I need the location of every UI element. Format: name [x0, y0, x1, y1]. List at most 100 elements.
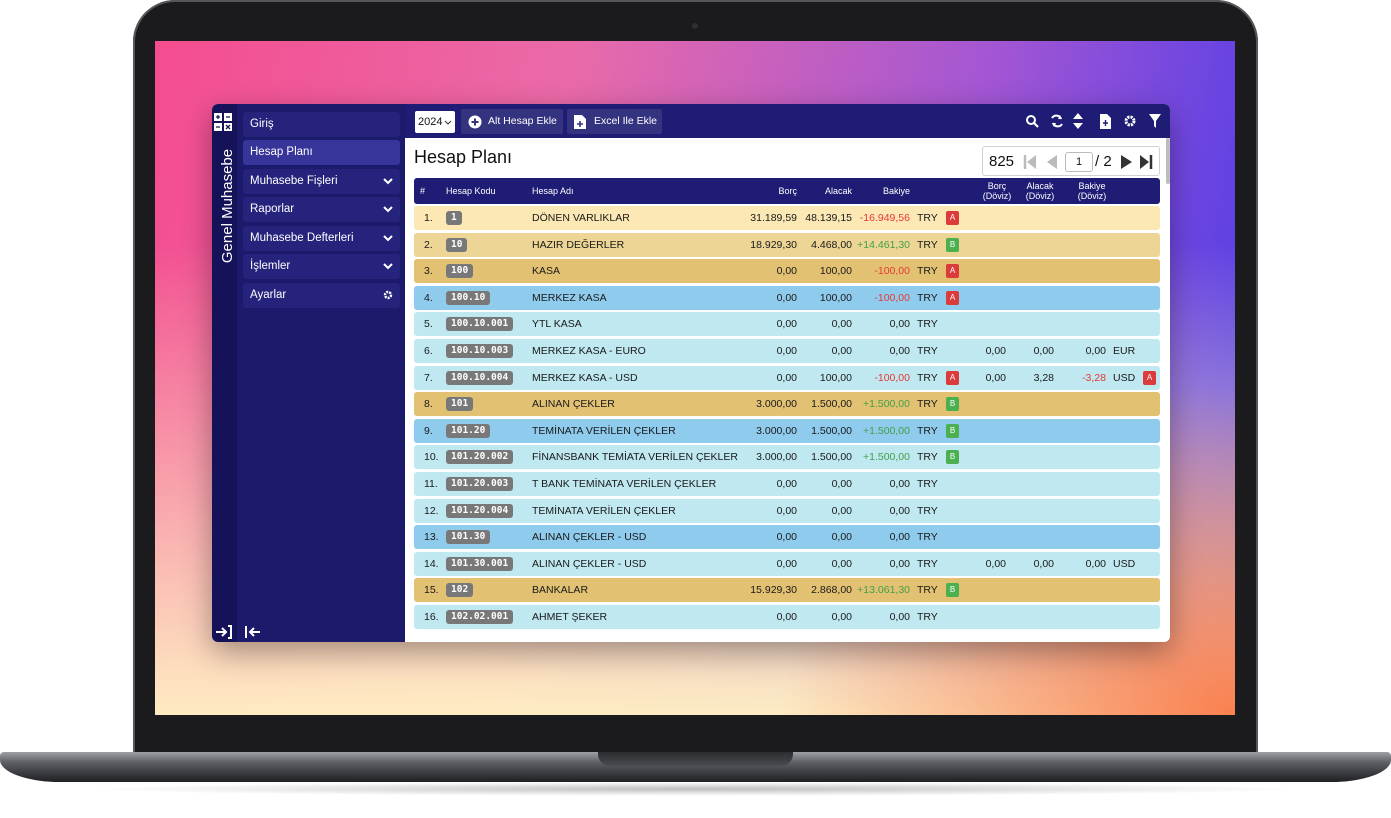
row-number: 2.: [424, 238, 433, 251]
balance-flag: A: [946, 370, 959, 385]
search-icon[interactable]: [1026, 115, 1039, 128]
balance-flag: B: [946, 450, 959, 465]
page-title: Hesap Planı: [414, 147, 513, 167]
chevron: [383, 235, 393, 242]
row-number: 15.: [424, 584, 439, 597]
menu-item[interactable]: Muhasebe Defterleri: [243, 226, 400, 251]
row-number: 6.: [424, 345, 433, 357]
sort-icon[interactable]: [1073, 113, 1083, 129]
amount: 0,00: [889, 531, 910, 544]
menu-item[interactable]: İşlemler: [243, 254, 400, 279]
column-header: Bakiye (Döviz): [1077, 181, 1107, 201]
settings-icon[interactable]: [1124, 115, 1136, 127]
currency: TRY: [917, 478, 938, 490]
account-name: ALINAN ÇEKLER - USD: [532, 531, 647, 544]
scrollbar[interactable]: [1166, 138, 1170, 184]
currency: TRY: [917, 371, 938, 384]
table-row[interactable]: 14. 101.30.001 ALINAN ÇEKLER - USD 0,00 0,00…: [414, 551, 1160, 576]
chevron: [383, 263, 393, 270]
table-header: # Hesap Kodu Hesap Adı Borç Alacak Bakiye Borç…: [414, 178, 1160, 204]
amount: -100,00: [874, 291, 910, 304]
chevron: [383, 206, 393, 213]
filter-icon[interactable]: [1149, 114, 1161, 128]
table-row[interactable]: 2. 10 HAZIR DEĞERLER 18.929,30 4.468,00 +14.4…: [414, 232, 1160, 257]
table-row[interactable]: 12. 101.20.004 TEMİNATA VERİLEN ÇEKLER 0,00…: [414, 498, 1160, 523]
account-name: HAZIR DEĞERLER: [532, 238, 625, 251]
amount: 100,00: [819, 291, 852, 304]
app-window: Genel Muhasebe Giriş Hesap Planı Muhaseb…: [212, 104, 1170, 642]
balance-flag: B: [946, 397, 959, 412]
row-number: 4.: [424, 291, 433, 304]
amount: 1.500,00: [811, 451, 852, 464]
pagination: 825 1 / 2: [982, 146, 1160, 176]
table-row[interactable]: 3. 100 KASA 0,00 100,00 -100,00 TRY A: [414, 259, 1160, 284]
table-row[interactable]: 8. 101 ALINAN ÇEKLER 3.000,00 1.500,00 +1.500…: [414, 392, 1160, 417]
balance-flag: B: [946, 583, 959, 598]
menu-item[interactable]: Muhasebe Fişleri: [243, 169, 400, 194]
menu-item[interactable]: Ayarlar: [243, 283, 400, 308]
currency: TRY: [917, 504, 938, 517]
account-name: FİNANSBANK TEMİATA VERİLEN ÇEKLER: [532, 451, 738, 464]
amount: 0,00: [776, 478, 797, 490]
menu-label: Muhasebe Defterleri: [250, 232, 354, 244]
table-row[interactable]: 10. 101.20.002 FİNANSBANK TEMİATA VERİLEN …: [414, 445, 1160, 470]
refresh-icon[interactable]: [1051, 114, 1063, 128]
row-number: 11.: [424, 478, 438, 490]
account-code: 100.10.004: [446, 370, 514, 385]
menu-item[interactable]: Hesap Planı: [243, 140, 400, 165]
excel-import-button[interactable]: Excel Ile Ekle: [567, 109, 662, 134]
account-name: AHMET ŞEKER: [532, 611, 608, 623]
amount: -100,00: [874, 371, 910, 384]
next-buttons[interactable]: [1119, 153, 1159, 171]
currency: TRY: [917, 584, 938, 597]
menu-item[interactable]: Raporlar: [243, 197, 400, 222]
table-row[interactable]: 16. 102.02.001 AHMET ŞEKER 0,00 0,00 0,00 TRY: [414, 605, 1160, 629]
table-row[interactable]: 9. 101.20 TEMİNATA VERİLEN ÇEKLER 3.000,00 1…: [414, 418, 1160, 443]
table-row[interactable]: 15. 102 BANKALAR 15.929,30 2.868,00 +13.061,3…: [414, 578, 1160, 603]
chevron: [383, 178, 393, 185]
account-code: 101: [446, 397, 474, 412]
export-icon[interactable]: [1100, 114, 1111, 129]
table-row[interactable]: 13. 101.30 ALINAN ÇEKLER - USD 0,00 0,00 0,00…: [414, 525, 1160, 550]
amount: 3.000,00: [756, 398, 797, 411]
collapse-icon[interactable]: [244, 625, 262, 639]
table-row[interactable]: 7. 100.10.004 MERKEZ KASA - USD 0,00 100,00 -…: [414, 365, 1160, 390]
row-number: 1.: [424, 212, 433, 224]
column-header: Alacak: [824, 186, 852, 196]
amount: 48.139,15: [805, 212, 852, 224]
currency: TRY: [917, 398, 938, 411]
currency: TRY: [917, 265, 938, 278]
amount: 0,00: [1085, 557, 1106, 570]
account-code: 10: [446, 237, 468, 252]
table-row[interactable]: 1. 1 DÖNEN VARLIKLAR 31.189,59 48.139,15 -16.…: [414, 206, 1160, 230]
button-label: Alt Hesap Ekle: [488, 115, 557, 127]
table-row[interactable]: 11. 101.20.003 T BANK TEMİNATA VERİLEN ÇEK…: [414, 472, 1160, 496]
amount: 31.189,59: [750, 212, 797, 224]
account-name: KASA: [532, 265, 561, 278]
amount: 0,00: [831, 557, 852, 570]
amount: -16.949,56: [859, 212, 910, 224]
currency: TRY: [917, 611, 938, 623]
balance-flag: A: [1143, 370, 1156, 385]
row-number: 12.: [424, 504, 439, 517]
account-name: DÖNEN VARLIKLAR: [532, 212, 630, 224]
page-input[interactable]: 1: [1065, 152, 1093, 172]
table-row[interactable]: 4. 100.10 MERKEZ KASA 0,00 100,00 -100,00 TRY A: [414, 285, 1160, 310]
table-row[interactable]: 5. 100.10.001 YTL KASA 0,00 0,00 0,00 TRY: [414, 312, 1160, 337]
logout-icon[interactable]: [215, 625, 233, 639]
amount: 0,00: [1033, 345, 1054, 357]
currency: TRY: [917, 345, 938, 357]
year-select[interactable]: 2024: [415, 111, 455, 133]
gear-icon: [383, 290, 393, 300]
menu-item[interactable]: Giriş: [243, 112, 400, 137]
table-row[interactable]: 6. 100.10.003 MERKEZ KASA - EURO 0,00 0,00 0,…: [414, 339, 1160, 363]
amount: 0,00: [889, 611, 910, 623]
add-subaccount-button[interactable]: Alt Hesap Ekle: [461, 109, 563, 134]
balance-flag: A: [946, 264, 959, 279]
prev-buttons[interactable]: [1023, 153, 1063, 171]
amount: -100,00: [874, 265, 910, 278]
account-name: MERKEZ KASA - EURO: [532, 345, 646, 357]
file-icon: [574, 115, 586, 129]
